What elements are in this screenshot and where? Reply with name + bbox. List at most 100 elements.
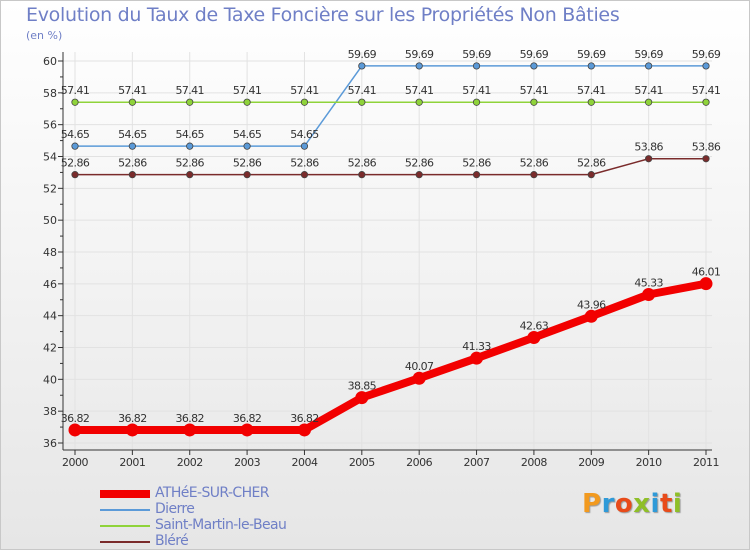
y-tick-label: 48 xyxy=(43,246,57,259)
x-tick-label: 2004 xyxy=(291,456,317,469)
data-label-bl-r-: 52.86 xyxy=(61,157,90,170)
data-point-saint-martin-le-beau xyxy=(645,98,653,106)
data-point-ath-e-sur-cher xyxy=(125,423,139,437)
y-tick-label: 40 xyxy=(43,373,57,386)
data-point-bl-r- xyxy=(358,171,366,179)
data-point-ath-e-sur-cher xyxy=(527,330,541,344)
data-point-saint-martin-le-beau xyxy=(243,98,251,106)
data-point-saint-martin-le-beau xyxy=(530,98,538,106)
data-label-dierre: 54.65 xyxy=(175,128,204,141)
y-tick-label: 46 xyxy=(43,278,57,291)
data-label-saint-martin-le-beau: 57.41 xyxy=(61,84,90,97)
data-point-saint-martin-le-beau xyxy=(702,98,710,106)
x-tick-label: 2003 xyxy=(234,456,260,469)
data-point-ath-e-sur-cher xyxy=(355,391,369,405)
data-label-ath-e-sur-cher: 41.33 xyxy=(462,340,491,353)
y-tick-label: 44 xyxy=(43,310,57,323)
data-label-saint-martin-le-beau: 57.41 xyxy=(692,84,721,97)
data-point-dierre xyxy=(71,142,79,150)
data-point-ath-e-sur-cher xyxy=(470,351,484,365)
data-label-ath-e-sur-cher: 36.82 xyxy=(118,412,147,425)
data-label-saint-martin-le-beau: 57.41 xyxy=(634,84,663,97)
data-point-bl-r- xyxy=(645,155,653,163)
data-point-ath-e-sur-cher xyxy=(412,371,426,385)
data-point-saint-martin-le-beau xyxy=(300,98,309,106)
data-point-dierre xyxy=(645,62,653,70)
data-point-ath-e-sur-cher xyxy=(183,423,197,437)
x-tick-label: 2002 xyxy=(177,456,203,469)
data-point-bl-r- xyxy=(415,171,423,179)
logo-letter: r xyxy=(601,489,615,519)
data-label-ath-e-sur-cher: 36.82 xyxy=(175,412,204,425)
legend-swatch xyxy=(100,525,150,527)
data-label-bl-r-: 52.86 xyxy=(175,157,204,170)
data-label-ath-e-sur-cher: 36.82 xyxy=(233,412,262,425)
logo-letter: o xyxy=(614,489,634,519)
data-point-bl-r- xyxy=(702,155,710,163)
data-point-dierre xyxy=(587,62,595,70)
logo-letter: i xyxy=(650,489,660,519)
data-point-bl-r- xyxy=(587,171,595,179)
y-tick-label: 56 xyxy=(43,119,57,132)
data-point-bl-r- xyxy=(186,171,194,179)
data-point-dierre xyxy=(128,142,136,150)
data-point-ath-e-sur-cher xyxy=(297,423,311,437)
series-line-bl-r- xyxy=(74,157,707,176)
data-label-dierre: 59.69 xyxy=(634,48,663,61)
data-label-saint-martin-le-beau: 57.41 xyxy=(175,84,204,97)
chart-title: Evolution du Taux de Taxe Foncière sur l… xyxy=(26,4,620,26)
y-tick-label: 52 xyxy=(43,182,57,195)
x-tick-label: 2008 xyxy=(521,456,547,469)
data-point-saint-martin-le-beau xyxy=(415,98,423,106)
data-label-bl-r-: 52.86 xyxy=(520,157,549,170)
data-point-bl-r- xyxy=(472,171,481,179)
data-point-saint-martin-le-beau xyxy=(186,98,194,106)
data-point-bl-r- xyxy=(530,171,538,179)
legend-label: Dierre xyxy=(155,501,195,517)
x-tick-label: 2009 xyxy=(578,456,604,469)
y-tick-label: 42 xyxy=(43,342,57,355)
data-point-ath-e-sur-cher xyxy=(584,309,598,323)
data-point-bl-r- xyxy=(71,171,79,179)
data-label-dierre: 59.69 xyxy=(520,48,549,61)
legend-label: Saint-Martin-le-Beau xyxy=(155,517,287,533)
y-tick-label: 36 xyxy=(43,437,57,450)
x-tick-label: 2000 xyxy=(62,456,88,469)
logo-letter: i xyxy=(672,489,683,519)
data-label-ath-e-sur-cher: 36.82 xyxy=(290,412,319,425)
data-label-bl-r-: 52.86 xyxy=(405,157,434,170)
data-label-bl-r-: 52.86 xyxy=(118,157,147,170)
data-label-dierre: 54.65 xyxy=(290,128,319,141)
data-label-saint-martin-le-beau: 57.41 xyxy=(405,84,434,97)
data-label-bl-r-: 52.86 xyxy=(348,157,377,170)
x-tick-label: 2001 xyxy=(119,456,145,469)
data-label-ath-e-sur-cher: 45.33 xyxy=(634,276,663,289)
data-label-saint-martin-le-beau: 57.41 xyxy=(520,84,549,97)
data-label-bl-r-: 52.86 xyxy=(290,157,319,170)
proxiti-logo: Proxiti xyxy=(582,489,682,519)
data-label-saint-martin-le-beau: 57.41 xyxy=(348,84,377,97)
data-point-dierre xyxy=(243,142,251,150)
data-label-dierre: 54.65 xyxy=(61,128,90,141)
data-point-ath-e-sur-cher xyxy=(699,277,713,291)
data-point-dierre xyxy=(702,62,710,70)
data-label-ath-e-sur-cher: 43.96 xyxy=(577,298,606,311)
data-point-saint-martin-le-beau xyxy=(472,98,481,106)
data-point-ath-e-sur-cher xyxy=(240,423,254,437)
data-label-ath-e-sur-cher: 38.85 xyxy=(348,380,377,393)
data-point-saint-martin-le-beau xyxy=(358,98,366,106)
data-label-saint-martin-le-beau: 57.41 xyxy=(233,84,262,97)
data-label-bl-r-: 52.86 xyxy=(577,157,606,170)
x-tick-label: 2011 xyxy=(693,456,719,469)
data-point-ath-e-sur-cher xyxy=(68,423,82,437)
data-label-ath-e-sur-cher: 46.01 xyxy=(692,266,721,279)
data-label-dierre: 59.69 xyxy=(692,48,721,61)
data-point-saint-martin-le-beau xyxy=(71,98,79,106)
data-point-dierre xyxy=(530,62,538,70)
data-label-dierre: 59.69 xyxy=(405,48,434,61)
data-point-saint-martin-le-beau xyxy=(128,98,136,106)
data-label-saint-martin-le-beau: 57.41 xyxy=(577,84,606,97)
series-line-ath-e-sur-cher xyxy=(71,279,710,434)
